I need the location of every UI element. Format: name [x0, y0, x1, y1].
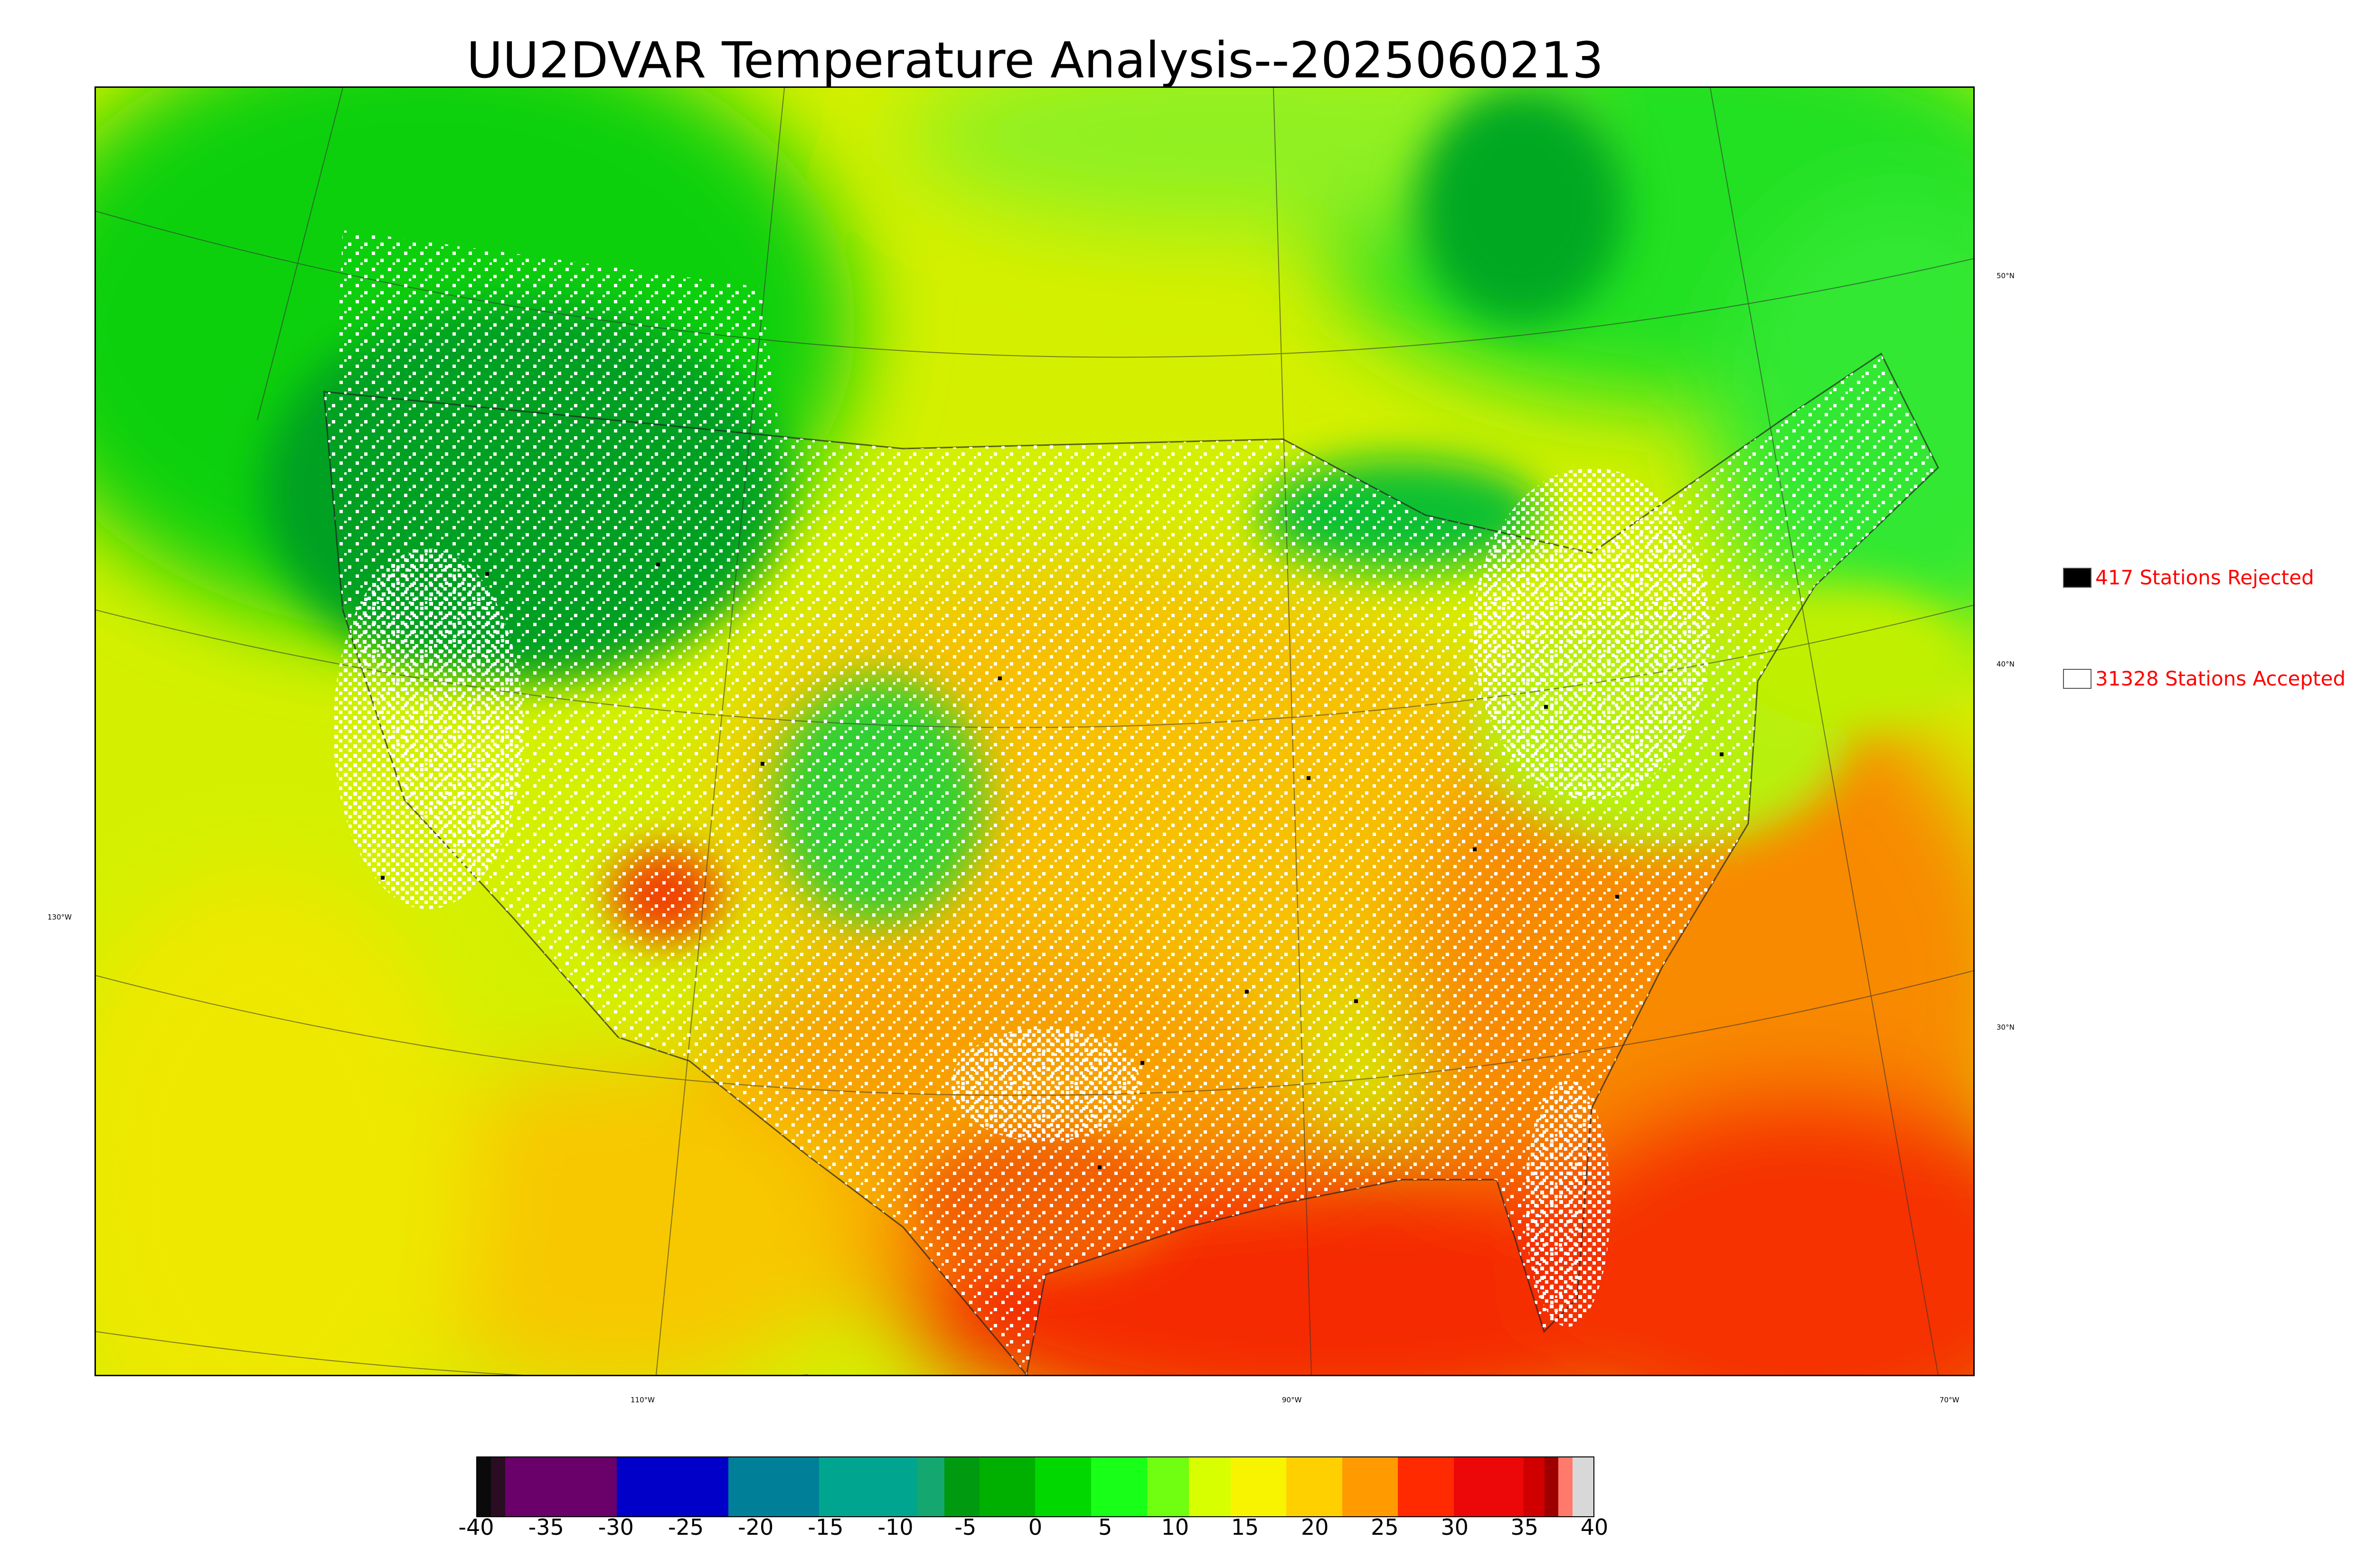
colorbar-segment [1147, 1457, 1189, 1516]
colorbar-tick-label: 25 [1371, 1514, 1399, 1540]
colorbar-segment [1342, 1457, 1398, 1516]
map-title: UU2DVAR Temperature Analysis--2025060213 [466, 31, 1604, 89]
colorbar-segment [505, 1457, 617, 1516]
colorbar-segment [979, 1457, 1036, 1516]
colorbar-segment [1523, 1457, 1545, 1516]
colorbar-segment [944, 1457, 980, 1516]
accepted-stations [324, 230, 1938, 1375]
colorbar-tick-label: -5 [954, 1514, 977, 1540]
colorbar-segment [1286, 1457, 1342, 1516]
temperature-colorbar [476, 1456, 1594, 1517]
colorbar-tick-label: 30 [1441, 1514, 1469, 1540]
lat-label-40n: 40°N [1997, 660, 2015, 668]
colorbar-tick-label: 20 [1300, 1514, 1329, 1540]
legend-rejected-label: 417 Stations Rejected [2095, 566, 2314, 589]
colorbar-tick-label: 10 [1161, 1514, 1189, 1540]
colorbar-tick-label: -10 [877, 1514, 914, 1540]
colorbar-tick-label: -20 [738, 1514, 774, 1540]
lon-label-70w: 70°W [1940, 1396, 1959, 1404]
colorbar-tick-label: 0 [1028, 1514, 1043, 1540]
lon-label-110w: 110°W [631, 1396, 655, 1404]
legend-accepted-swatch [2063, 668, 2091, 689]
colorbar-segment [1188, 1457, 1231, 1516]
colorbar-segment [1558, 1457, 1573, 1516]
colorbar-tick-label: -30 [598, 1514, 634, 1540]
legend-accepted-label: 31328 Stations Accepted [2095, 667, 2346, 690]
colorbar-segment [477, 1457, 491, 1516]
legend-rejected: 417 Stations Rejected [2063, 566, 2314, 589]
temperature-map[interactable] [94, 86, 1975, 1376]
colorbar-segment [1230, 1457, 1287, 1516]
colorbar-tick-label: 35 [1510, 1514, 1539, 1540]
colorbar-segment [1035, 1457, 1091, 1516]
colorbar-tick-label: -35 [528, 1514, 564, 1540]
colorbar-tick-label: -15 [808, 1514, 844, 1540]
colorbar-segment [1398, 1457, 1454, 1516]
colorbar-segment [819, 1457, 917, 1516]
colorbar-segment [616, 1457, 728, 1516]
colorbar-segment [1545, 1457, 1559, 1516]
legend-accepted: 31328 Stations Accepted [2063, 667, 2346, 690]
colorbar-segment [916, 1457, 945, 1516]
colorbar-segment [1454, 1457, 1524, 1516]
lon-label-90w: 90°W [1282, 1396, 1302, 1404]
rejected-stations [381, 563, 1724, 1169]
legend-rejected-swatch [2063, 567, 2091, 588]
colorbar-segment [1091, 1457, 1147, 1516]
lon-label-130w: 130°W [47, 913, 72, 921]
colorbar-tick-label: -25 [668, 1514, 704, 1540]
lat-label-30n: 30°N [1997, 1023, 2015, 1032]
colorbar-tick-label: 40 [1580, 1514, 1609, 1540]
lat-label-50n: 50°N [1997, 272, 2015, 280]
colorbar-segment [1572, 1457, 1593, 1516]
colorbar-segment [728, 1457, 819, 1516]
colorbar-segment [491, 1457, 505, 1516]
colorbar-tick-label: 5 [1098, 1514, 1112, 1540]
temperature-field-svg [96, 88, 1973, 1375]
colorbar-tick-label: -40 [458, 1514, 494, 1540]
colorbar-tick-label: 15 [1231, 1514, 1259, 1540]
